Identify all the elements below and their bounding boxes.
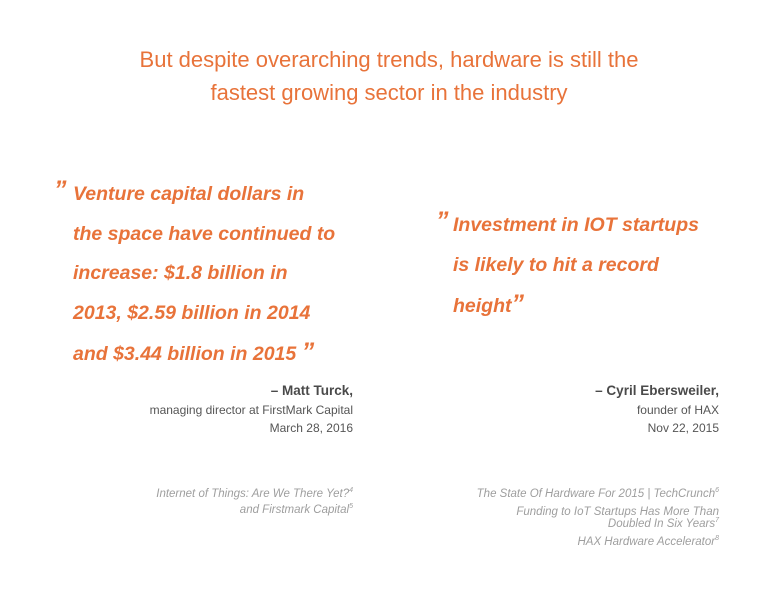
footnote-ref: 6: [715, 487, 719, 495]
quote-right-text: Investment in IOT startups is likely to …: [436, 206, 699, 327]
author-name: – Matt Turck,: [270, 383, 353, 398]
source-text: The State Of Hardware For 2015 | TechCru…: [476, 488, 716, 500]
quote-line: is likely to hit a record: [453, 253, 659, 276]
headline-line-2: fastest growing sector in the industry: [210, 80, 568, 105]
quote-line: increase: $1.8 billion in: [73, 262, 288, 284]
footnote-ref: 4: [349, 487, 353, 495]
footnote-ref: 7: [715, 517, 719, 525]
source-link[interactable]: Internet of Things: Are We There Yet?4: [53, 486, 353, 502]
source-text: Doubled In Six Years: [607, 518, 716, 530]
close-quote-mark: ”: [511, 290, 525, 318]
quote-left: ” Venture capital dollars in the space h…: [54, 175, 335, 375]
quote-right: ” Investment in IOT startups is likely t…: [436, 206, 699, 327]
close-quote-mark: ”: [301, 338, 315, 366]
quote-line-last: and $3.44 billion in 2015 ”: [73, 333, 335, 375]
source-link[interactable]: The State Of Hardware For 2015 | TechCru…: [399, 486, 719, 502]
attribution-left: – Matt Turck, managing director at First…: [93, 381, 353, 437]
source-text: HAX Hardware Accelerator: [577, 536, 716, 548]
quote-left-text: Venture capital dollars in the space hav…: [54, 175, 335, 375]
quote-line: the space have continued to: [73, 222, 336, 245]
source-link[interactable]: Doubled In Six Years7: [399, 517, 719, 530]
quote-line: Investment in IOT startups: [453, 214, 699, 236]
source-link[interactable]: Funding to IoT Startups Has More Than: [399, 506, 719, 518]
source-link[interactable]: HAX Hardware Accelerator8: [399, 534, 719, 550]
author-role: founder of HAX: [636, 403, 719, 417]
headline: But despite overarching trends, hardware…: [60, 43, 718, 109]
footnote-ref: 8: [715, 535, 719, 543]
quote-line: and $3.44 billion in 2015: [73, 343, 297, 365]
open-quote-mark: ”: [436, 207, 449, 235]
quote-line: height: [453, 295, 512, 317]
source-text: and Firstmark Capital: [239, 504, 350, 516]
source-link[interactable]: and Firstmark Capital5: [53, 502, 353, 518]
quote-line-last: height”: [453, 285, 699, 327]
footnote-ref: 5: [349, 503, 353, 511]
source-text: Internet of Things: Are We There Yet?: [156, 488, 350, 500]
author-name: – Cyril Ebersweiler,: [595, 383, 719, 398]
author-role: managing director at FirstMark Capital: [149, 403, 353, 417]
sources-right: The State Of Hardware For 2015 | TechCru…: [399, 486, 719, 550]
headline-line-1: But despite overarching trends, hardware…: [139, 47, 639, 72]
attribution-right: – Cyril Ebersweiler, founder of HAX Nov …: [459, 381, 719, 437]
quote-line: 2013, $2.59 billion in 2014: [73, 301, 311, 324]
quote-date: March 28, 2016: [269, 421, 353, 435]
quote-line: Venture capital dollars in: [73, 183, 305, 205]
sources-left: Internet of Things: Are We There Yet?4 a…: [53, 486, 353, 518]
open-quote-mark: ”: [54, 176, 67, 204]
quote-date: Nov 22, 2015: [647, 421, 719, 435]
source-text: Funding to IoT Startups Has More Than: [516, 506, 719, 518]
